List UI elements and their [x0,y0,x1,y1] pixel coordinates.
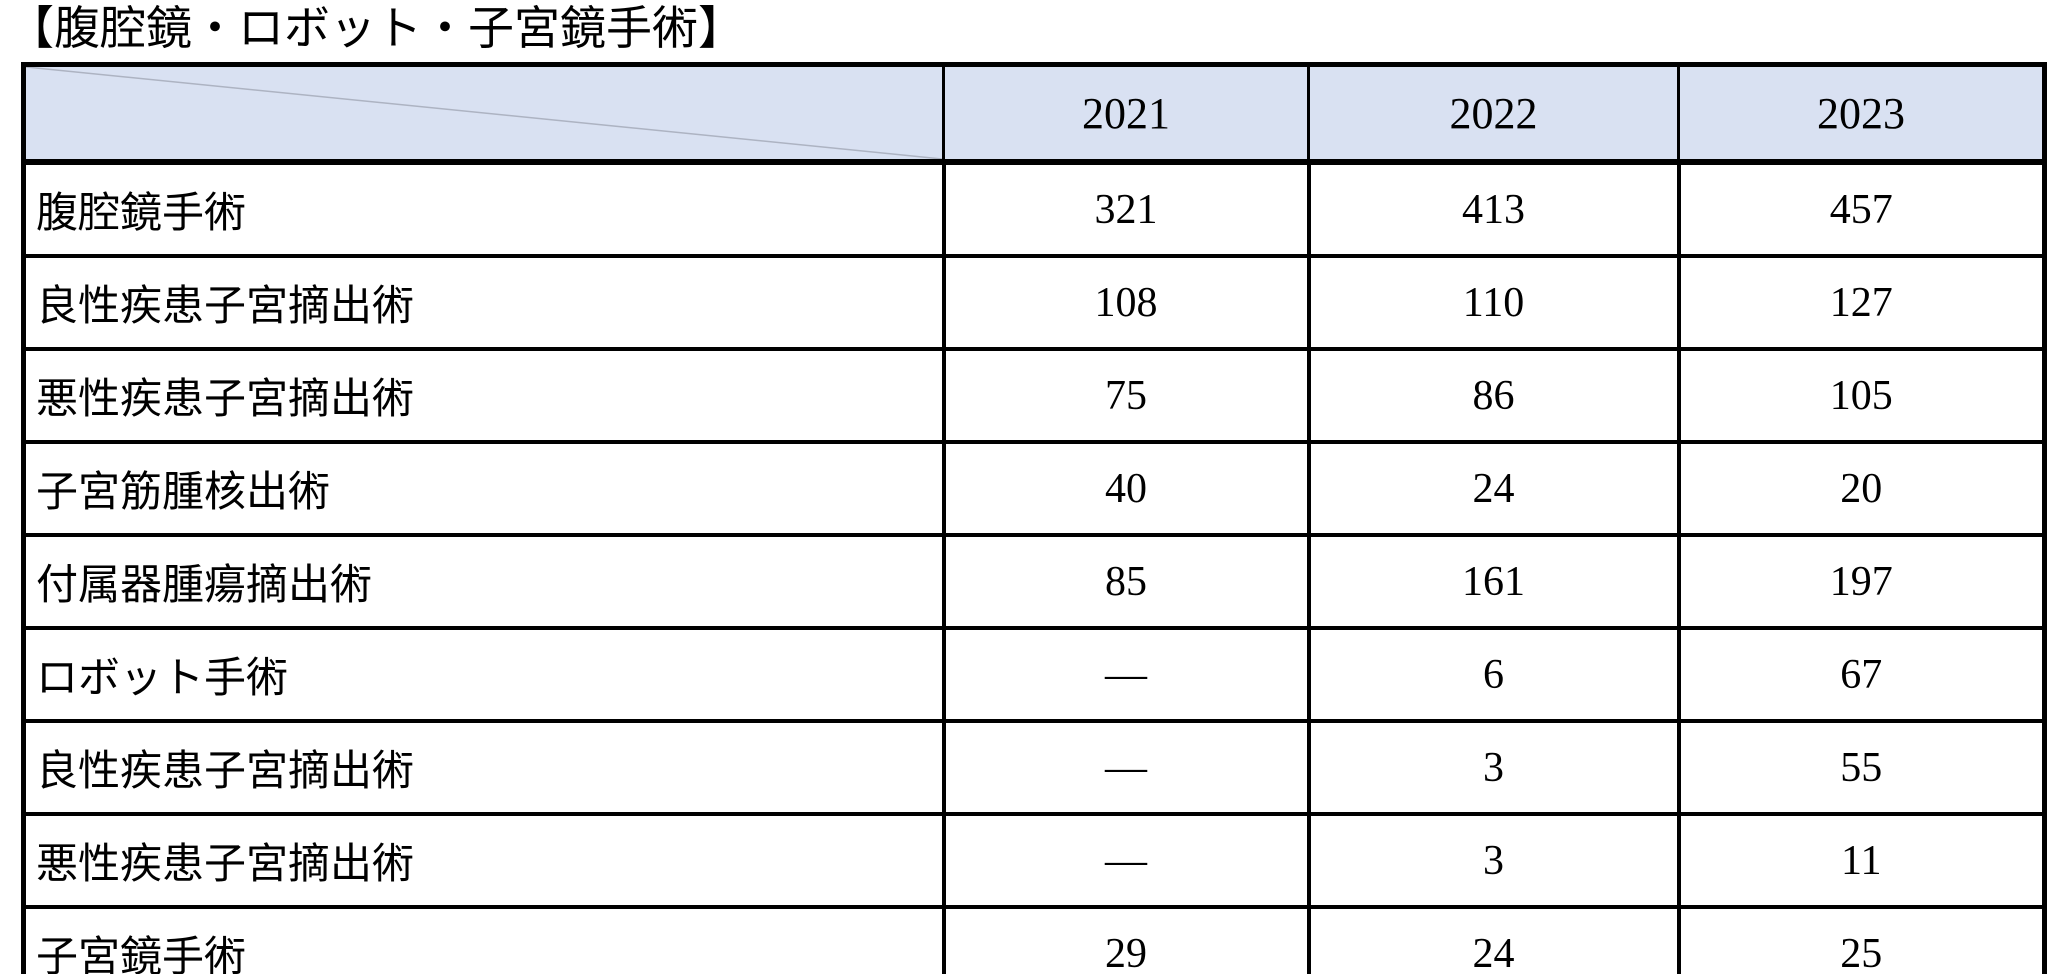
year-header-2023: 2023 [1677,63,2046,165]
row-label: 良性疾患子宮摘出術 [21,719,946,816]
year-header-2021: 2021 [942,63,1310,165]
value-cell: 3 [1306,812,1681,909]
row-label: 腹腔鏡手術 [21,160,946,258]
value-cell: 85 [941,533,1311,630]
value-cell: 108 [941,254,1311,351]
value-cell: 161 [1306,533,1681,630]
value-cell: — [941,626,1311,723]
row-label: 子宮鏡手術 [21,905,946,974]
row-label: 良性疾患子宮摘出術 [21,254,946,351]
value-cell: 75 [941,347,1311,444]
table-row: 良性疾患子宮摘出術 —3 55 [21,719,2047,816]
surgery-stats-table: 2021 2022 2023 腹腔鏡手術 321 413 457 良性疾患子宮摘出術 10… [21,62,2047,974]
value-cell: 11 [1676,812,2047,909]
row-label: 子宮筋腫核出術 [21,440,946,537]
diagonal-divider-line [26,67,942,159]
value-cell: 413 [1306,160,1681,258]
value-cell: 110 [1306,254,1681,351]
value-cell: 86 [1306,347,1681,444]
value-cell: 24 [1306,440,1681,537]
value-cell: 197 [1676,533,2047,630]
table-row: 悪性疾患子宮摘出術 —3 11 [21,812,2047,909]
table-row: ロボット手術 —6 67 [21,626,2047,723]
value-cell: — [941,719,1311,816]
row-label: 付属器腫瘍摘出術 [21,533,946,630]
value-cell: 40 [941,440,1311,537]
row-label: 悪性疾患子宮摘出術 [21,347,946,444]
value-cell: 457 [1676,160,2047,258]
value-cell: 25 [1676,905,2047,974]
row-label: ロボット手術 [21,626,946,723]
value-cell: 127 [1676,254,2047,351]
table-row: 良性疾患子宮摘出術 108 110 127 [21,254,2047,351]
table-row: 付属器腫瘍摘出術 85 161 197 [21,533,2047,630]
header-row: 2021 2022 2023 [22,63,2046,165]
value-cell: 6 [1306,626,1681,723]
value-cell: 321 [941,160,1311,258]
year-header-2022: 2022 [1307,63,1680,165]
table-row: 子宮鏡手術 29 24 25 [21,905,2047,974]
row-label: 悪性疾患子宮摘出術 [21,812,946,909]
value-cell: 3 [1306,719,1681,816]
value-cell: 105 [1676,347,2047,444]
table-row: 悪性疾患子宮摘出術 75 86 105 [21,347,2047,444]
table-row: 腹腔鏡手術 321 413 457 [21,160,2047,258]
value-cell: 67 [1676,626,2047,723]
value-cell: 24 [1306,905,1681,974]
value-cell: — [941,812,1311,909]
corner-cell [22,63,945,165]
table-row: 子宮筋腫核出術 40 24 20 [21,440,2047,537]
page-title: 【腹腔鏡・ロボット・子宮鏡手術】 [8,3,744,54]
value-cell: 20 [1676,440,2047,537]
value-cell: 55 [1676,719,2047,816]
value-cell: 29 [941,905,1311,974]
